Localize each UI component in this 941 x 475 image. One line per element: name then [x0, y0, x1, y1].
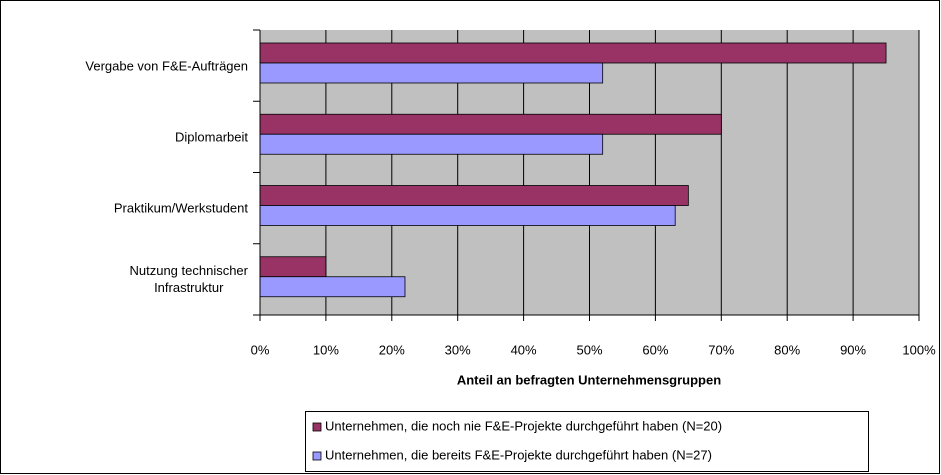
x-tick-label: 50%	[576, 342, 602, 357]
bar	[259, 276, 406, 298]
x-tick-label: 30%	[445, 342, 471, 357]
legend-swatch	[312, 451, 322, 461]
category-label: Diplomarbeit	[175, 129, 248, 145]
x-tick-label: 70%	[708, 342, 734, 357]
x-tick-label: 60%	[642, 342, 668, 357]
category-label: Nutzung technischer Infrastruktur	[129, 263, 248, 296]
bar	[259, 205, 676, 226]
bar	[259, 42, 887, 64]
x-tick-label: 0%	[251, 342, 270, 357]
bar	[259, 256, 327, 278]
legend-label: Unternehmen, die noch nie F&E-Projekte d…	[325, 418, 722, 433]
x-axis-title: Anteil an befragten Unternehmensgruppen	[457, 372, 721, 387]
bar	[259, 133, 604, 155]
legend-swatch	[312, 422, 322, 432]
x-tick-label: 90%	[840, 342, 866, 357]
legend-label: Unternehmen, die bereits F&E-Projekte du…	[325, 447, 712, 462]
x-tick-label: 40%	[511, 342, 537, 357]
bar	[259, 185, 689, 206]
bar	[259, 113, 722, 135]
bar	[259, 62, 604, 84]
x-tick-label: 20%	[379, 342, 405, 357]
x-tick-label: 100%	[902, 342, 936, 357]
x-tick-label: 10%	[313, 342, 339, 357]
category-label: Vergabe von F&E-Aufträgen	[85, 58, 248, 74]
legend	[305, 411, 869, 472]
x-tick-label: 80%	[774, 342, 800, 357]
category-label: Praktikum/Werkstudent	[113, 200, 248, 216]
